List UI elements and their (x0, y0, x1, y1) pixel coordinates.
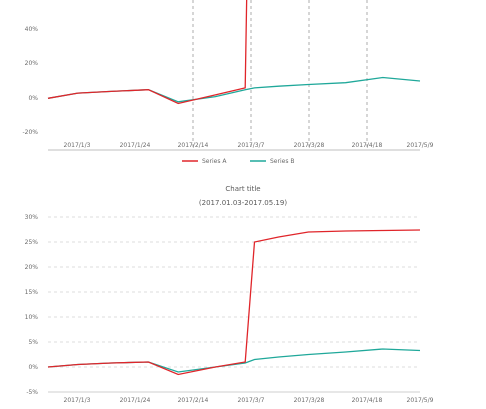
chart-2-xtick-3: 2017/3/7 (238, 397, 265, 404)
chart-2-ytick: 0% (28, 364, 38, 371)
chart-2-ytick: 25% (25, 239, 39, 246)
chart-2-xtick-6: 2017/5/9 (407, 397, 434, 404)
chart-1-series-b-line (47, 76, 421, 103)
chart-1-xtick-5: 2017/4/18 (352, 142, 383, 149)
chart-2-gridlines (48, 216, 420, 393)
chart-1-ytick-0: 0% (28, 95, 38, 102)
chart-2-ytick: 30% (25, 214, 39, 221)
chart-2-ytick: -5% (26, 389, 38, 396)
chart-2-plot (47, 229, 421, 376)
chart-2-series-b-line (47, 348, 421, 373)
chart-2-ytick: 15% (25, 289, 39, 296)
chart-2-subtitle: (2017.01.03-2017.05.19) (199, 199, 287, 207)
chart-1-legend: Series A Series B (182, 158, 294, 165)
legend-series-a-label: Series A (202, 158, 227, 165)
chart-1-y-ticks: 40% 20% 0% -20% (22, 26, 38, 136)
chart-1-xtick-0: 2017/1/3 (64, 142, 91, 149)
chart-1-xtick-6: 2017/5/9 (407, 142, 434, 149)
chart-2-xtick-4: 2017/3/28 (294, 397, 325, 404)
chart-2-xtick-0: 2017/1/3 (64, 397, 91, 404)
chart-2-series-a-line (47, 229, 421, 376)
chart-2-title: Chart title (225, 185, 260, 193)
chart-1: 40% 20% 0% -20% 2017/1/3 2017/1/24 2017/… (22, 0, 434, 165)
chart-1-xtick-1: 2017/1/24 (120, 142, 151, 149)
chart-2-xtick-5: 2017/4/18 (352, 397, 383, 404)
chart-1-ytick-neg20: -20% (22, 129, 38, 136)
chart-2-xtick-2: 2017/2/14 (178, 397, 209, 404)
chart-2-ytick: 5% (28, 339, 38, 346)
chart-1-ytick-40: 40% (25, 26, 39, 33)
chart-2-xtick-1: 2017/1/24 (120, 397, 151, 404)
chart-1-series-a-line (47, 0, 248, 105)
chart-1-vertical-gridlines (192, 0, 368, 150)
chart-2-x-ticks: 2017/1/3 2017/1/24 2017/2/14 2017/3/7 20… (64, 397, 434, 404)
chart-2-ytick: 10% (25, 314, 39, 321)
chart-2-y-ticks: -5% 0% 5% 10% 15% 20% 25% 30% (25, 214, 39, 396)
chart-1-ytick-20: 20% (25, 60, 39, 67)
chart-1-xtick-2: 2017/2/14 (178, 142, 209, 149)
chart-2-ytick: 20% (25, 264, 39, 271)
chart-1-plot (47, 0, 421, 105)
chart-1-x-ticks: 2017/1/3 2017/1/24 2017/2/14 2017/3/7 20… (64, 142, 434, 149)
chart-1-xtick-3: 2017/3/7 (238, 142, 265, 149)
chart-2: Chart title (2017.01.03-2017.05.19) -5% 0… (25, 185, 434, 404)
legend-series-b-label: Series B (270, 158, 294, 165)
chart-1-xtick-4: 2017/3/28 (294, 142, 325, 149)
